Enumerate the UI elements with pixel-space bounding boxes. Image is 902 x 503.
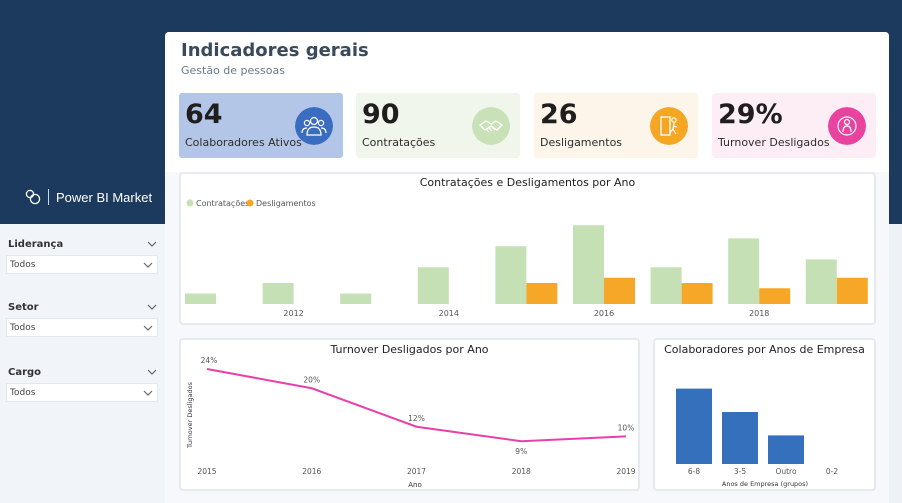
filter-label: Liderança [8,238,64,250]
powerbi-market-logo-icon [25,189,41,205]
bar-contratacoes-2016[interactable] [573,225,604,304]
filter-header[interactable]: Cargo [6,364,158,380]
chevron-down-icon[interactable] [146,366,158,378]
page-title: Indicadores gerais [181,40,369,61]
x-tick-label: 3-5 [734,467,746,476]
data-label: 12% [408,414,425,423]
brand: Power BI Market [24,188,152,206]
page-subtitle: Gestão de pessoas [181,64,285,77]
x-axis-label: Anos de Empresa (grupos) [722,480,808,488]
kpi-card-contratacoes[interactable]: 90 Contratações [356,93,520,158]
bar-contratacoes-2012[interactable] [262,283,294,304]
brand-separator [48,189,49,205]
kpi-label: Desligamentos [540,136,623,149]
kpi-card-turnover[interactable]: 29% Turnover Desligados [712,93,876,158]
setor-dropdown[interactable]: Todos [6,318,158,337]
kpi-label: Colaboradores Ativos [185,136,302,149]
handshake-icon [472,107,510,145]
chevron-down-icon[interactable] [146,238,158,250]
x-tick-label: 2014 [439,309,459,318]
chevron-down-icon [143,390,153,396]
x-tick-label: 2018 [512,467,531,476]
bar-contratacoes-2018[interactable] [728,238,760,304]
x-tick-label: 2012 [283,309,303,318]
kpi-value: 26 [540,99,578,130]
x-tick-label: Outro [775,467,797,476]
chevron-down-icon[interactable] [146,301,158,313]
filter-header[interactable]: Liderança [6,236,158,252]
bar-contratacoes-2017[interactable] [650,267,682,304]
kpi-card-colaboradores[interactable]: 64 Colaboradores Ativos [179,93,343,158]
legend-label-contratacoes: Contratações [196,199,249,208]
filter-cargo: Cargo Todos [6,364,158,402]
bar-contratacoes-2013[interactable] [340,293,372,305]
tenure-chart-card[interactable]: Colaboradores por Anos de Empresa Anos d… [653,338,876,491]
kpi-value: 90 [362,99,400,130]
x-tick-label: 2016 [302,467,321,476]
chart-title: Contratações e Desligamentos por Ano [419,176,636,189]
bar-contratacoes-2019[interactable] [805,259,837,304]
kpi-label: Turnover Desligados [718,136,830,149]
x-tick-label: 2016 [594,309,614,318]
cargo-dropdown[interactable]: Todos [6,383,158,402]
data-label: 10% [618,423,635,432]
chart-title: Turnover Desligados por Ano [330,343,489,356]
dropdown-value: Todos [10,259,36,270]
bar-tenure-3-5[interactable] [722,412,758,464]
turnover-line[interactable] [206,368,627,443]
x-tick-label: 2018 [749,309,769,318]
bar-desligamentos-2017[interactable] [681,283,713,304]
hires-terminations-chart-card[interactable]: Contratações e Desligamentos por Ano Con… [179,172,876,325]
kpi-value: 64 [185,99,223,130]
x-tick-label: 6-8 [688,467,700,476]
bar-tenure-6-8[interactable] [676,388,712,464]
chart-title: Colaboradores por Anos de Empresa [664,343,865,356]
dropdown-value: Todos [10,387,36,398]
bar-desligamentos-2015[interactable] [526,283,558,304]
x-tick-label: 2019 [616,467,635,476]
bar-desligamentos-2019[interactable] [836,277,868,304]
filter-label: Cargo [8,366,42,378]
exit-icon [650,107,688,145]
team-icon [295,107,333,145]
legend-label-desligamentos: Desligamentos [256,199,316,208]
bar-contratacoes-2011[interactable] [185,293,216,305]
turnover-line-chart: Turnover Desligados Ano 2015 24% 2016 20% 20… [186,356,636,489]
lideranca-dropdown[interactable]: Todos [6,255,158,274]
data-label: 24% [201,356,218,365]
data-label: 20% [303,375,320,384]
bar-desligamentos-2018[interactable] [759,288,791,304]
legend-marker-desligamentos [246,199,254,207]
y-axis-label: Turnover Desligados [186,381,194,449]
dropdown-value: Todos [10,322,36,333]
legend-marker-contratacoes [186,199,194,207]
kpi-label: Contratações [362,136,436,149]
filter-setor: Setor Todos [6,299,158,337]
kpi-value: 29% [718,99,783,130]
x-tick-label: 2017 [407,467,426,476]
bar-contratacoes-2015[interactable] [495,246,527,304]
filter-header[interactable]: Setor [6,299,158,315]
bar-desligamentos-2016[interactable] [604,277,635,304]
x-axis-label: Ano [408,481,422,489]
data-label: 9% [515,447,527,456]
tenure-bar-chart: Anos de Empresa (grupos) 6-8 3-5 Outro 0-2 [676,388,838,488]
bar-tenure-Outro[interactable] [768,435,804,464]
x-tick-label: 0-2 [826,467,838,476]
chevron-down-icon [143,325,153,331]
turnover-chart-card[interactable]: Turnover Desligados por Ano Turnover Des… [179,338,640,491]
chevron-down-icon [143,262,153,268]
x-tick-label: 2015 [197,467,216,476]
brand-name: Power BI Market [56,189,153,205]
bar-contratacoes-2014[interactable] [417,267,449,304]
kpi-card-desligamentos[interactable]: 26 Desligamentos [534,93,698,158]
person-icon [828,107,866,145]
filter-label: Setor [8,301,39,313]
hires-terminations-chart: Contratações Desligamentos 2012 2014 2016 2… [185,199,868,318]
filter-lideranca: Liderança Todos [6,236,158,274]
